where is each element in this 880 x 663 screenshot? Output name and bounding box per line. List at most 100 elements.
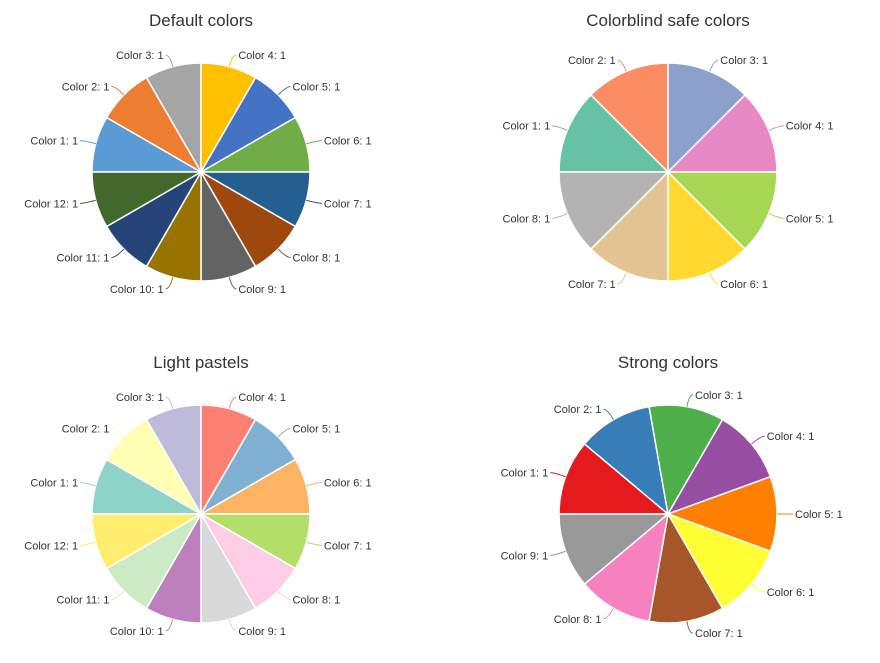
slice-label: Color 1: 1	[30, 478, 78, 490]
pie-slice[interactable]	[666, 512, 772, 610]
label-leader-line	[306, 482, 322, 487]
slice-label: Color 6: 1	[767, 587, 815, 599]
label-leader-line	[277, 248, 291, 259]
pie-slice[interactable]	[558, 513, 671, 586]
slice-label: Color 10: 1	[110, 626, 164, 638]
label-leader-line	[277, 590, 291, 601]
slice-label: Color 9: 1	[238, 626, 286, 638]
slice-label: Color 1: 1	[503, 121, 551, 133]
slice-label: Color 7: 1	[695, 628, 743, 640]
label-leader-line	[228, 277, 237, 290]
label-leader-line	[751, 583, 765, 593]
slice-label: Color 3: 1	[720, 55, 768, 67]
label-leader-line	[768, 125, 784, 131]
label-leader-line	[228, 54, 237, 67]
label-leader-line	[111, 248, 125, 259]
chart-title: Default colors	[149, 11, 253, 30]
label-leader-line	[709, 272, 719, 285]
chart-title: Light pastels	[153, 353, 248, 372]
slice-label: Color 7: 1	[324, 540, 372, 552]
label-leader-line	[768, 213, 784, 219]
slice-label: Color 10: 1	[110, 284, 164, 296]
chart-title: Colorblind safe colors	[586, 11, 749, 30]
label-leader-line	[603, 608, 614, 620]
label-leader-line	[80, 541, 96, 546]
pie-chart-3: Light pastels Color 1: 1 Color 2: 1 Color 3…	[24, 353, 371, 638]
label-leader-line	[80, 199, 96, 204]
slice-label: Color 5: 1	[786, 213, 834, 225]
slice-label: Color 3: 1	[695, 390, 743, 402]
slice-label: Color 9: 1	[501, 550, 549, 562]
pie-chart-4: Strong colors Color 1: 1 Color 2: 1 Color 3…	[501, 353, 843, 640]
label-leader-line	[80, 140, 96, 145]
label-leader-line	[709, 59, 719, 72]
pie-slice[interactable]	[648, 511, 724, 624]
label-leader-line	[686, 621, 694, 634]
slice-label: Color 9: 1	[238, 284, 286, 296]
pie-chart-1: Default colors Color 1: 1 Color 2: 1 Color …	[24, 11, 371, 296]
label-leader-line	[550, 550, 566, 556]
slice-label: Color 8: 1	[293, 595, 341, 607]
label-leader-line	[228, 396, 237, 409]
slice-label: Color 6: 1	[324, 136, 372, 148]
slice-label: Color 6: 1	[324, 478, 372, 490]
pie-slice[interactable]	[583, 512, 670, 623]
pie-slice[interactable]	[558, 442, 671, 515]
slice-label: Color 8: 1	[293, 253, 341, 265]
slice-label: Color 2: 1	[62, 81, 110, 93]
pie-chart-2: Colorblind safe colors Color 1: 1 Color 2:…	[503, 11, 834, 291]
label-leader-line	[165, 396, 174, 409]
slice-label: Color 3: 1	[116, 50, 164, 62]
slice-label: Color 5: 1	[293, 81, 341, 93]
slice-label: Color 6: 1	[720, 279, 768, 291]
label-leader-line	[552, 213, 568, 219]
slice-label: Color 2: 1	[568, 55, 616, 67]
label-leader-line	[552, 125, 568, 131]
slice-label: Color 11: 1	[56, 595, 109, 607]
slice-label: Color 8: 1	[554, 614, 602, 626]
slice-label: Color 8: 1	[503, 213, 551, 225]
label-leader-line	[686, 394, 694, 407]
slice-label: Color 3: 1	[116, 392, 164, 404]
label-leader-line	[111, 427, 125, 438]
label-leader-line	[277, 427, 291, 438]
label-leader-line	[80, 482, 96, 487]
slice-label: Color 7: 1	[324, 198, 372, 210]
slice-label: Color 1: 1	[30, 136, 78, 148]
label-leader-line	[617, 59, 627, 72]
slice-label: Color 4: 1	[767, 431, 815, 443]
slice-label: Color 4: 1	[238, 392, 286, 404]
pie-slice[interactable]	[583, 405, 670, 516]
slice-label: Color 5: 1	[795, 509, 843, 521]
label-leader-line	[165, 277, 174, 290]
slice-label: Color 2: 1	[554, 404, 602, 416]
chart-title: Strong colors	[618, 353, 718, 372]
pie-slice[interactable]	[91, 513, 204, 570]
label-leader-line	[165, 54, 174, 67]
label-leader-line	[306, 541, 322, 546]
label-leader-line	[550, 472, 566, 478]
slice-label: Color 5: 1	[293, 423, 341, 435]
label-leader-line	[306, 140, 322, 145]
slice-label: Color 11: 1	[56, 253, 109, 265]
slice-label: Color 1: 1	[501, 468, 549, 480]
label-leader-line	[603, 408, 614, 420]
slice-label: Color 12: 1	[24, 540, 78, 552]
slice-label: Color 12: 1	[24, 198, 78, 210]
label-leader-line	[306, 199, 322, 204]
label-leader-line	[617, 272, 627, 285]
slice-label: Color 4: 1	[786, 121, 834, 133]
label-leader-line	[228, 619, 237, 632]
label-leader-line	[111, 590, 125, 601]
label-leader-line	[111, 85, 125, 96]
label-leader-line	[277, 85, 291, 96]
slice-label: Color 2: 1	[62, 423, 110, 435]
pie-slice[interactable]	[91, 171, 204, 228]
label-leader-line	[165, 619, 174, 632]
pie-slice[interactable]	[665, 475, 778, 553]
pie-slice[interactable]	[648, 404, 724, 517]
slice-label: Color 7: 1	[568, 279, 616, 291]
slice-label: Color 4: 1	[238, 50, 286, 62]
pie-slice[interactable]	[666, 418, 772, 516]
